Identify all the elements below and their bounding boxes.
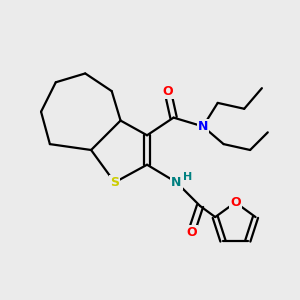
Text: H: H (183, 172, 192, 182)
Text: O: O (186, 226, 196, 239)
Text: O: O (162, 85, 173, 98)
Text: N: N (198, 120, 208, 133)
Text: N: N (171, 176, 182, 189)
Text: O: O (230, 196, 241, 209)
Text: S: S (110, 176, 119, 189)
